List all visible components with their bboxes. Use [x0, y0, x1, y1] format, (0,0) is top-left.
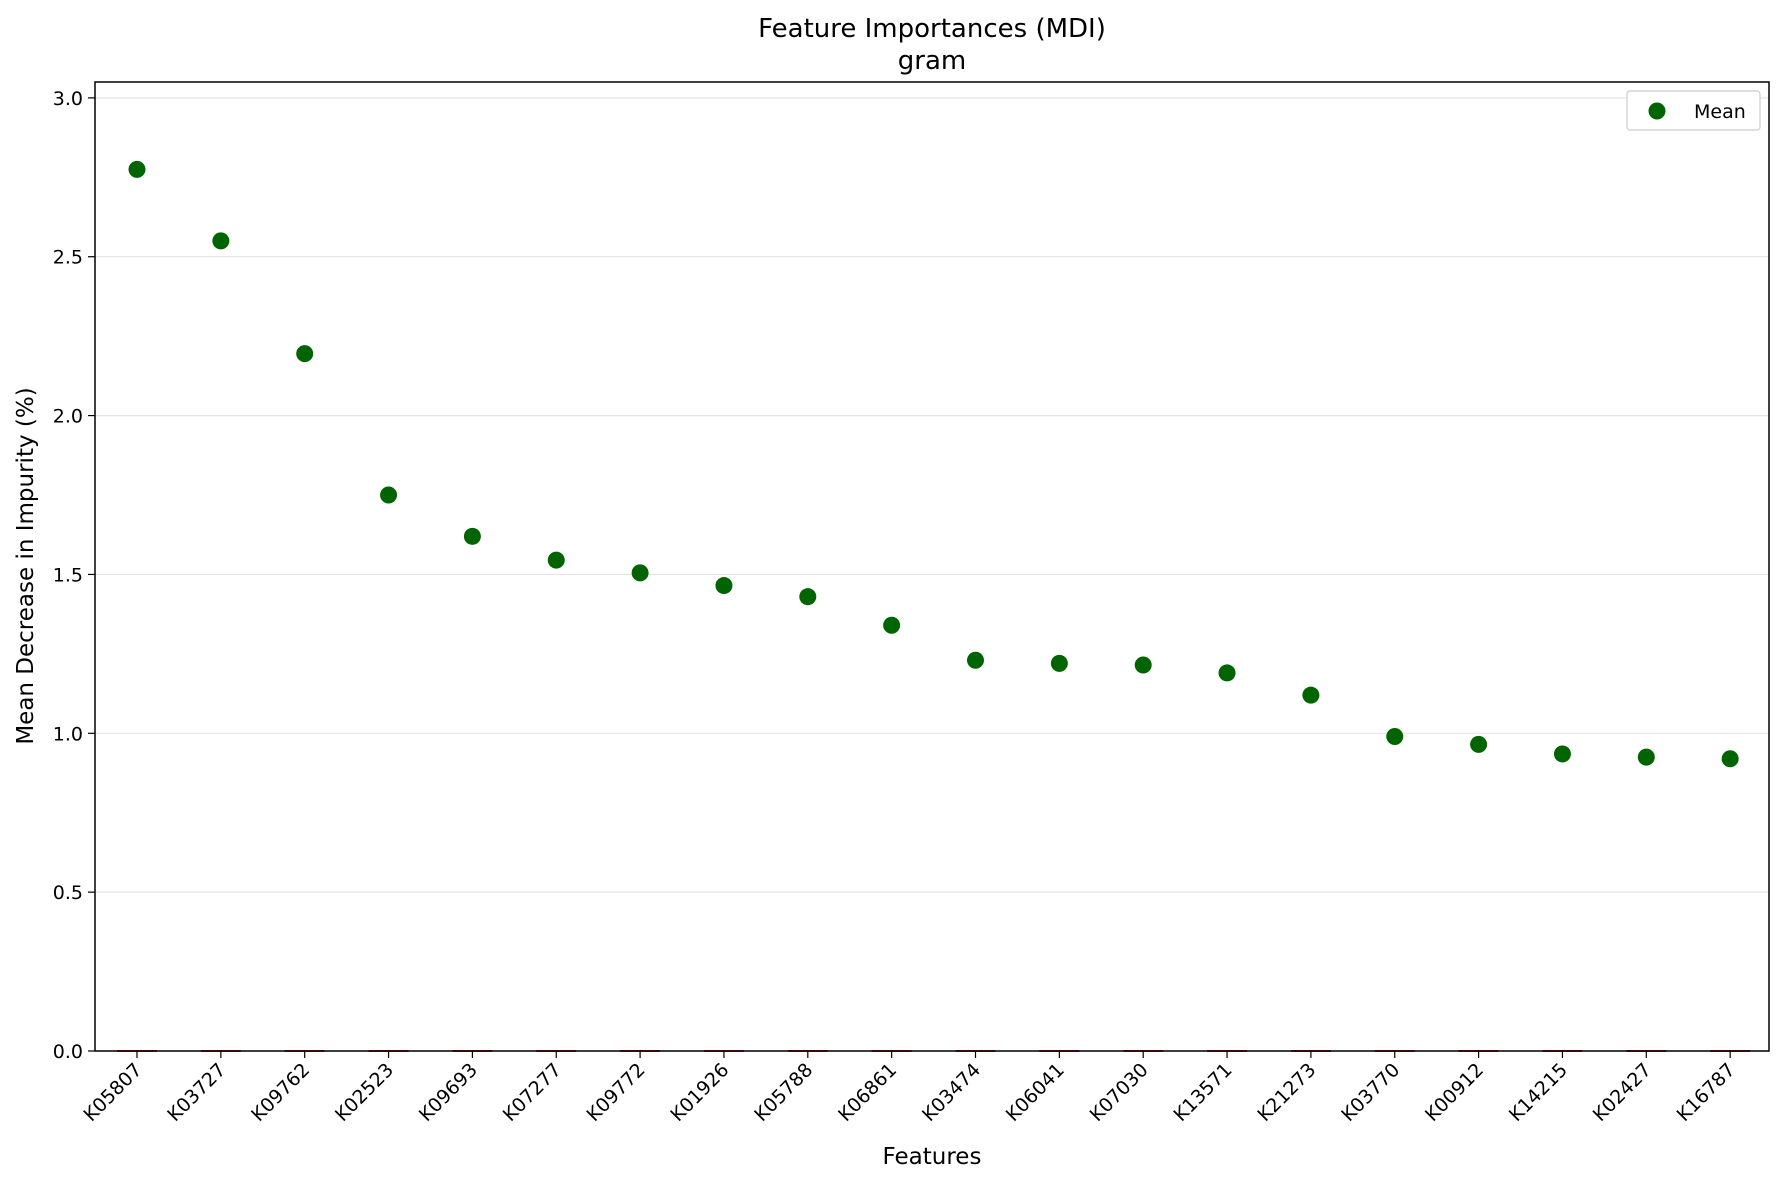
data-point: [799, 588, 817, 606]
y-tick-label: 3.0: [53, 88, 83, 110]
data-point: [296, 345, 314, 363]
data-point: [1470, 735, 1488, 753]
data-point: [1134, 656, 1152, 674]
y-tick-label: 1.0: [53, 723, 83, 745]
data-point: [380, 486, 398, 504]
data-point: [1302, 686, 1320, 704]
data-point: [1553, 745, 1571, 763]
data-point: [883, 616, 901, 634]
y-axis: 0.0 0.5 1.0 1.5 2.0 2.5 3.0: [53, 88, 95, 1063]
grid-lines: [95, 97, 1769, 1052]
data-point: [715, 577, 733, 595]
y-tick-label: 0.0: [53, 1041, 83, 1063]
chart-subtitle: gram: [898, 46, 966, 76]
x-axis-label: Features: [883, 1144, 982, 1170]
y-tick-label: 2.5: [53, 247, 83, 269]
data-point: [631, 564, 649, 582]
data-point: [212, 232, 230, 250]
y-tick-label: 0.5: [53, 882, 83, 904]
data-point: [1218, 664, 1236, 682]
y-axis-label: Mean Decrease in Impurity (%): [13, 387, 39, 744]
data-point: [1050, 654, 1068, 672]
legend-marker-mean: [1648, 102, 1666, 120]
data-point: [1721, 750, 1739, 768]
plot-frame: [94, 81, 1770, 1052]
legend-box: [1626, 90, 1761, 131]
data-point: [1386, 727, 1404, 745]
y-tick-label: 2.0: [53, 406, 83, 428]
legend-label-mean: Mean: [1694, 101, 1746, 123]
data-point: [1637, 748, 1655, 766]
legend: Mean: [1626, 90, 1761, 131]
data-point: [128, 160, 146, 178]
data-point: [547, 551, 565, 569]
data-points: [128, 160, 1739, 768]
data-point: [967, 651, 984, 669]
data-point: [463, 527, 481, 545]
y-tick-label: 1.5: [53, 564, 83, 586]
chart-title: Feature Importances (MDI): [758, 14, 1106, 44]
